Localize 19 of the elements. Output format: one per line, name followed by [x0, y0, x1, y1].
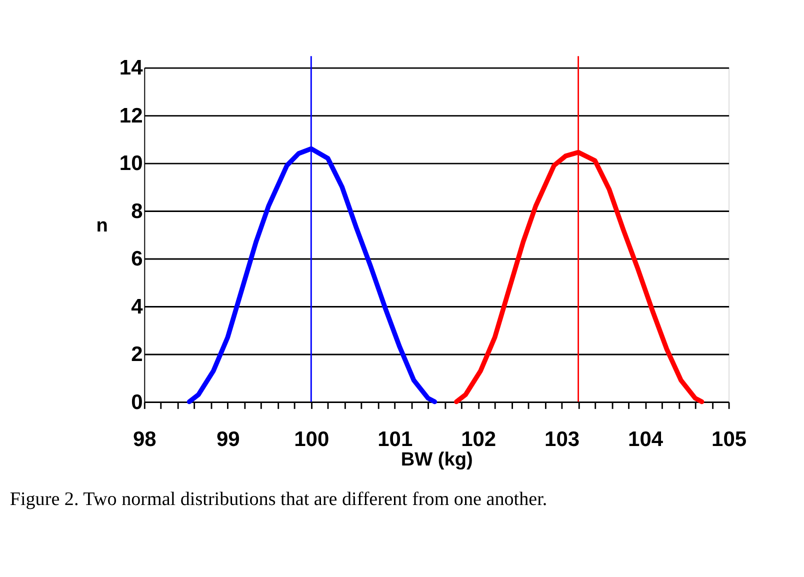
- x-axis-title: BW (kg): [400, 449, 473, 470]
- x-tick-label: 102: [461, 428, 496, 452]
- caption: Figure 2. Two normal distributions that are different from one another.: [10, 488, 548, 510]
- x-tick-label: 105: [712, 428, 747, 452]
- y-tick-label: 10: [119, 152, 143, 176]
- x-tick-label: 101: [378, 428, 413, 452]
- x-tick-label: 104: [628, 428, 664, 452]
- y-tick-label: 14: [119, 56, 144, 80]
- x-tick-label: 103: [544, 428, 580, 452]
- x-tick-label: 99: [216, 428, 240, 452]
- y-tick-label: 0: [131, 390, 143, 414]
- y-tick-label: 12: [119, 104, 143, 128]
- y-axis-title: n: [96, 215, 108, 236]
- y-tick-label: 8: [131, 200, 144, 223]
- y-tick-label: 2: [131, 343, 143, 366]
- x-tick-label: 98: [132, 428, 157, 452]
- y-tick-label: 4: [131, 295, 144, 318]
- y-tick-label: 6: [131, 248, 143, 271]
- x-tick-label: 100: [294, 428, 330, 452]
